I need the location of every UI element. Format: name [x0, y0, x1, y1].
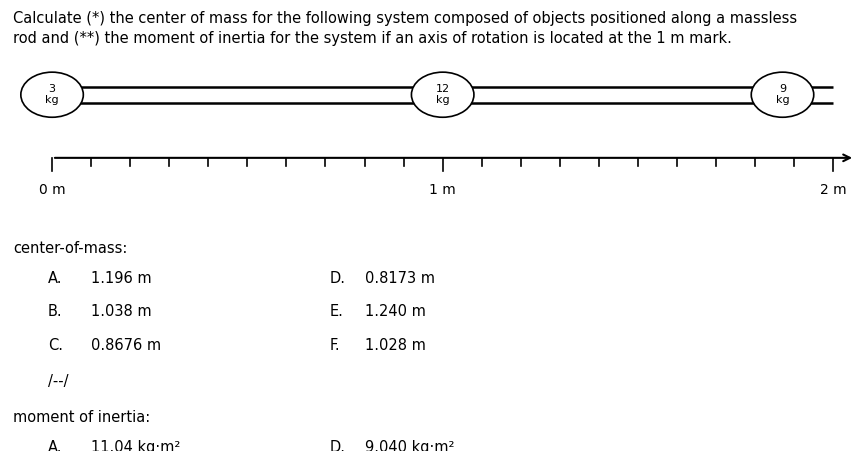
Text: A.: A. [48, 440, 62, 451]
Text: D.: D. [330, 440, 345, 451]
Text: /--/: /--/ [48, 374, 69, 389]
Text: D.: D. [330, 271, 345, 285]
Text: 11.04 kg·m²: 11.04 kg·m² [91, 440, 181, 451]
Ellipse shape [411, 72, 474, 117]
Text: F.: F. [330, 338, 340, 353]
Text: B.: B. [48, 304, 62, 319]
Text: A.: A. [48, 271, 62, 285]
Text: 2 m: 2 m [820, 183, 846, 197]
Ellipse shape [751, 72, 814, 117]
Text: 1.028 m: 1.028 m [365, 338, 425, 353]
Text: E.: E. [330, 304, 344, 319]
Text: Calculate (*) the center of mass for the following system composed of objects po: Calculate (*) the center of mass for the… [13, 11, 797, 46]
Text: 0.8676 m: 0.8676 m [91, 338, 161, 353]
Text: C.: C. [48, 338, 62, 353]
Text: 0 m: 0 m [39, 183, 65, 197]
Text: 1.038 m: 1.038 m [91, 304, 152, 319]
Text: 12
kg: 12 kg [436, 84, 450, 105]
Text: 1.240 m: 1.240 m [365, 304, 425, 319]
Text: 1.196 m: 1.196 m [91, 271, 152, 285]
Text: 1 m: 1 m [430, 183, 456, 197]
Text: 0.8173 m: 0.8173 m [365, 271, 435, 285]
Text: 9.040 kg·m²: 9.040 kg·m² [365, 440, 454, 451]
Text: 9
kg: 9 kg [776, 84, 789, 105]
Text: 3
kg: 3 kg [45, 84, 59, 105]
Text: moment of inertia:: moment of inertia: [13, 410, 150, 425]
Ellipse shape [21, 72, 83, 117]
Text: center-of-mass:: center-of-mass: [13, 241, 128, 256]
